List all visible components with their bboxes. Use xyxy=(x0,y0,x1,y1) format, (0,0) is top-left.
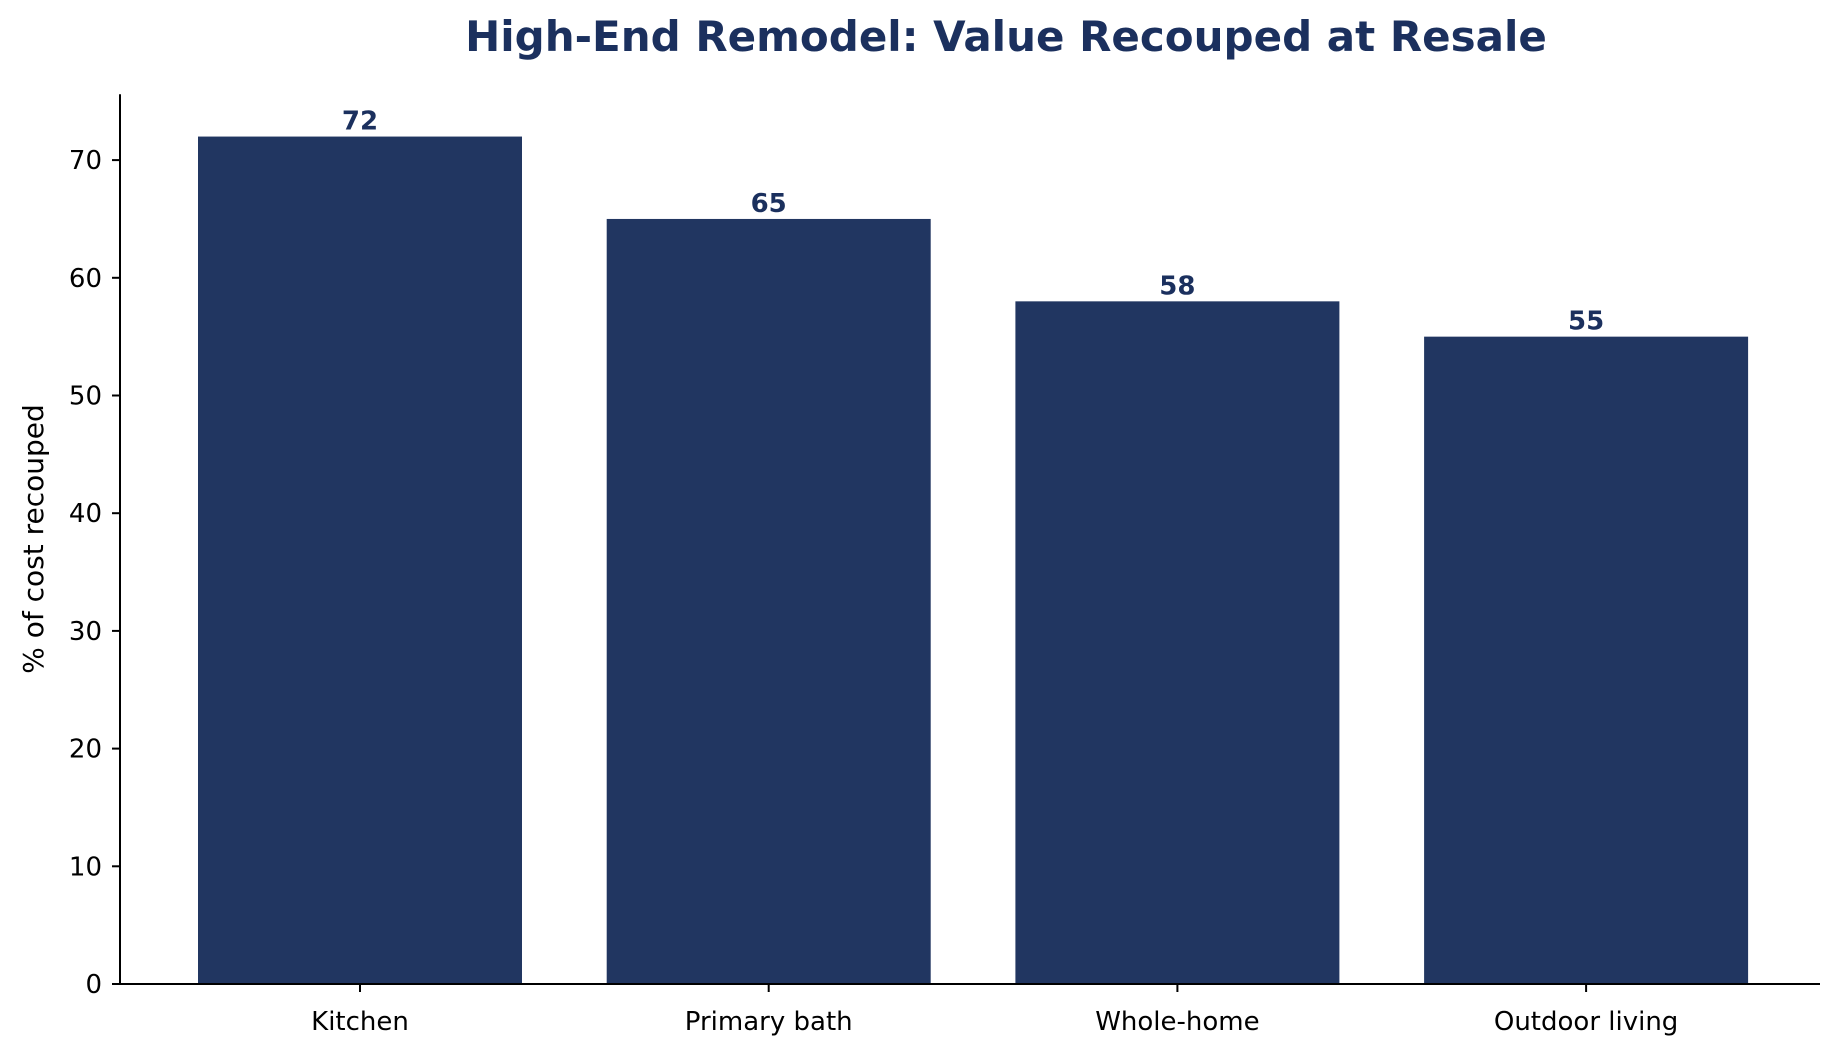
data-label: 65 xyxy=(751,189,787,219)
data-label: 55 xyxy=(1568,307,1604,337)
x-axis-ticks: Kitchen Primary bath Whole-home Outdoor liv… xyxy=(311,984,1678,1037)
bars xyxy=(198,136,1749,985)
y-tick-label: 20 xyxy=(69,735,102,765)
bar-whole-home xyxy=(1015,301,1340,985)
data-label: 72 xyxy=(342,107,378,137)
y-axis-label: % of cost recouped xyxy=(17,404,50,674)
y-tick-label: 60 xyxy=(69,264,102,294)
x-tick-label: Outdoor living xyxy=(1494,1007,1678,1037)
y-tick-label: 0 xyxy=(85,970,102,1000)
bar-outdoor-living xyxy=(1424,336,1749,984)
y-tick-label: 10 xyxy=(69,852,102,882)
y-tick-label: 30 xyxy=(69,617,102,647)
bar-kitchen xyxy=(198,136,522,984)
y-tick-label: 50 xyxy=(69,382,102,412)
x-tick-label: Whole-home xyxy=(1095,1007,1259,1037)
y-axis-ticks: 0 10 20 30 40 50 60 70 xyxy=(69,146,120,1000)
y-tick-label: 70 xyxy=(69,146,102,176)
x-tick-label: Primary bath xyxy=(685,1007,853,1037)
chart-title: High-End Remodel: Value Recouped at Resa… xyxy=(465,12,1547,61)
data-labels: 72 65 58 55 xyxy=(342,107,1604,337)
y-tick-label: 40 xyxy=(69,499,102,529)
bar-primary-bath xyxy=(606,218,931,984)
data-label: 58 xyxy=(1159,271,1195,301)
x-tick-label: Kitchen xyxy=(311,1007,409,1037)
